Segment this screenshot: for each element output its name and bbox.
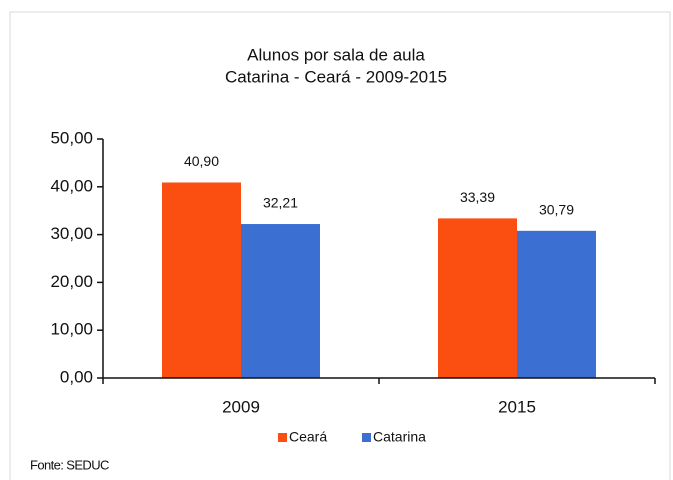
y-tick-label: 20,00 — [50, 272, 93, 291]
chart-subtitle: Catarina - Ceará - 2009-2015 — [225, 67, 447, 86]
legend-swatch — [362, 433, 371, 442]
y-tick-label: 0,00 — [60, 367, 93, 386]
data-label: 30,79 — [539, 202, 574, 218]
bar — [241, 224, 320, 378]
y-tick-label: 30,00 — [50, 224, 93, 243]
legend-swatch — [278, 433, 287, 442]
chart-title: Alunos por sala de aula — [247, 45, 425, 64]
y-tick-label: 40,00 — [50, 176, 93, 195]
x-tick-label: 2015 — [498, 397, 536, 416]
y-tick-label: 50,00 — [50, 128, 93, 147]
source-note: Fonte: SEDUC — [30, 457, 109, 472]
legend-label: Catarina — [373, 429, 426, 445]
bar — [517, 230, 596, 378]
data-label: 33,39 — [460, 189, 495, 205]
bar — [162, 182, 241, 378]
x-tick-label: 2009 — [222, 397, 260, 416]
data-label: 40,90 — [184, 153, 219, 169]
legend-label: Ceará — [289, 429, 327, 445]
bar — [438, 218, 517, 378]
data-label: 32,21 — [263, 195, 298, 211]
y-tick-label: 10,00 — [50, 320, 93, 339]
